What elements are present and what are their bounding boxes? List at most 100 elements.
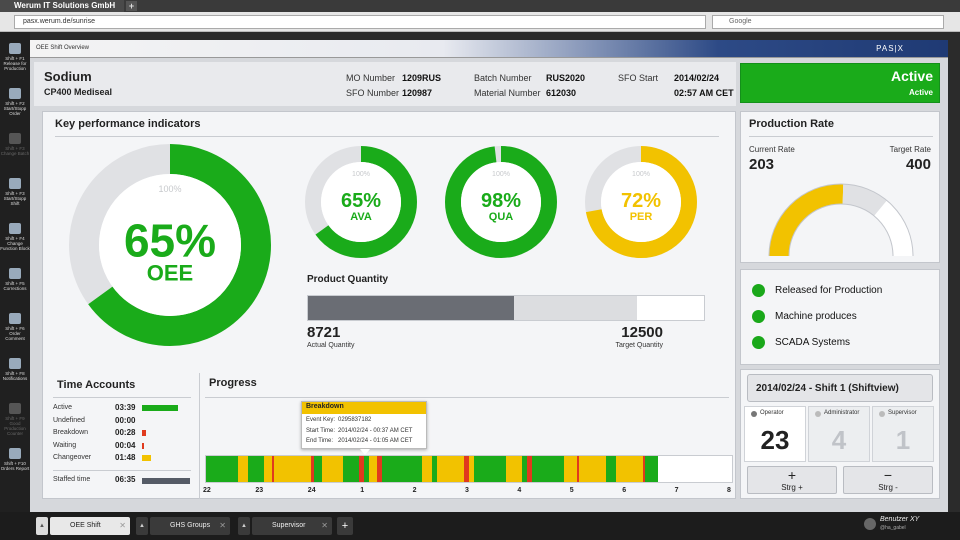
browser-titlebar: Werum IT Solutions GmbH + (0, 0, 960, 12)
timeline-segment[interactable] (342, 456, 359, 482)
timeline-segment[interactable] (463, 456, 469, 482)
new-tab-button[interactable]: + (126, 1, 137, 11)
mo-value: 1209RUS (402, 73, 442, 83)
tab-expand-icon[interactable]: ▲ (238, 517, 250, 535)
toolbar-item[interactable]: Shift + F2 Start/Stopp Order (0, 85, 30, 129)
batch-label: Batch Number (474, 73, 532, 83)
timeline-segment[interactable] (421, 456, 433, 482)
tooltip-start-label: Start Time: (306, 428, 336, 434)
quantity-bar (307, 295, 705, 321)
timeline-segment[interactable] (311, 456, 314, 482)
timeline-segment[interactable] (505, 456, 522, 482)
timeline-segment[interactable] (313, 456, 322, 482)
role-supervisor[interactable]: Supervisor 1 (872, 406, 934, 462)
timeline-segment[interactable] (469, 456, 475, 482)
toolbar-item[interactable]: Shift + F9 Good Production Counter (0, 400, 30, 444)
url-input[interactable]: pasx.werum.de/sunrise (14, 15, 706, 29)
timeline-segment[interactable] (616, 456, 643, 482)
bottom-tab-supervisor[interactable]: ▲ Supervisor ✕ (238, 517, 332, 535)
timeline-segment[interactable] (576, 456, 580, 482)
timeline-segment[interactable] (521, 456, 527, 482)
staffed-time-bar (142, 478, 190, 484)
timeline-segment[interactable] (274, 456, 312, 482)
current-rate-label: Current Rate (749, 145, 795, 154)
timeline-segment[interactable] (437, 456, 464, 482)
add-tab-button[interactable]: + (337, 517, 353, 535)
timeline-segment[interactable] (474, 456, 506, 482)
user-avatar[interactable] (864, 518, 876, 530)
kpi-divider (55, 136, 719, 137)
timeline-segment[interactable] (645, 456, 659, 482)
timeline-segment[interactable] (532, 456, 564, 482)
timeline-segment[interactable] (563, 456, 577, 482)
bottom-tab-oee-shift[interactable]: ▲ OEE Shift ✕ (36, 517, 130, 535)
tab-expand-icon[interactable]: ▲ (36, 517, 48, 535)
browser-tab[interactable]: Werum IT Solutions GmbH (0, 0, 124, 12)
timeline-segment[interactable] (263, 456, 272, 482)
timeline-segment[interactable] (248, 456, 264, 482)
toolbar-item[interactable]: Shift + F4 Change Function Block (0, 220, 30, 264)
function-toolbar: Shift + F1 Release for Production Shift +… (0, 32, 30, 512)
close-icon[interactable]: ✕ (321, 521, 328, 530)
toolbar-item[interactable]: Shift + F1 Release for Production (0, 40, 30, 84)
time-account-bar (142, 455, 151, 461)
toolbar-item[interactable]: Shift + F3 Start/Stopp Shift (0, 175, 30, 219)
timeline-segment[interactable] (358, 456, 364, 482)
toolbar-item[interactable]: Shift + F5 Corrections (0, 265, 30, 309)
timeline-hour-label: 24 (307, 487, 316, 494)
remove-operator-button[interactable]: − Strg - (843, 466, 933, 494)
timeline-hour-label: 1 (360, 487, 365, 494)
shift-selector[interactable]: 2014/02/24 - Shift 1 (Shiftview) (747, 374, 933, 402)
toolbar-item[interactable]: Shift + F8 Notifications (0, 355, 30, 399)
rate-arc-current (769, 184, 844, 257)
timeline-segment[interactable] (363, 456, 370, 482)
timeline-segment[interactable] (271, 456, 275, 482)
add-operator-button[interactable]: + Strg + (747, 466, 837, 494)
app-window: OEE Shift Overview PAS|X Sodium CP400 Me… (30, 40, 948, 512)
timeline-segment[interactable] (237, 456, 249, 482)
toolbar-item[interactable]: Shift + F10 Orders Report (0, 445, 30, 489)
toolbar-item[interactable]: Shift + F6 Order Comment (0, 310, 30, 354)
tab-expand-icon[interactable]: ▲ (136, 517, 148, 535)
timeline-segment[interactable] (376, 456, 383, 482)
bottom-tab-ghs-groups[interactable]: ▲ GHS Groups ✕ (136, 517, 230, 535)
actual-quantity-value: 8721 (307, 324, 341, 341)
timeline-segment[interactable] (579, 456, 606, 482)
timeline-segment[interactable] (526, 456, 533, 482)
tooltip-event-key-label: Event Key: (306, 417, 336, 423)
toolbar-item-label: Shift + F10 Orders Report (0, 461, 30, 471)
search-input[interactable]: Google (712, 15, 944, 29)
shift-title: 2014/02/24 - Shift 1 (Shiftview) (756, 383, 899, 394)
toolbar-item[interactable]: Shift + F3 Change Batch (0, 130, 30, 174)
tooltip-end: 2014/02/24 - 01:05 AM CET (338, 438, 413, 444)
qua-value: 98% (481, 190, 521, 212)
time-account-bar (142, 405, 178, 411)
close-icon[interactable]: ✕ (119, 521, 126, 530)
material-value: 612030 (546, 88, 577, 98)
target-rate-label: Target Rate (889, 145, 931, 154)
progress-timeline[interactable] (205, 455, 733, 483)
close-icon[interactable]: ✕ (219, 521, 226, 530)
timeline-segment[interactable] (321, 456, 343, 482)
timeline-segment[interactable] (432, 456, 438, 482)
toolbar-item-label: Shift + F6 Order Comment (5, 326, 25, 341)
order-header: Sodium CP400 Mediseal MO Number 1209RUS … (34, 62, 736, 106)
user-name[interactable]: Benutzer XY (880, 516, 920, 523)
role-administrator[interactable]: Administrator 4 (808, 406, 870, 462)
time-account-value: 00:04 (115, 440, 136, 450)
kpi-panel: Key performance indicators 100% 65% OEE 10… (42, 111, 736, 375)
timeline-segment[interactable] (382, 456, 422, 482)
role-operator[interactable]: Operator 23 (744, 406, 806, 462)
oee-center (99, 174, 241, 316)
timeline-segment[interactable] (605, 456, 617, 482)
comment-icon (9, 313, 21, 324)
ava-gauge: 100% 65%AVA (305, 146, 417, 258)
timeline-segment[interactable] (206, 456, 238, 482)
sfo-start-time: 02:57 AM CET (674, 88, 734, 98)
ava-value: 65% (341, 190, 381, 212)
bottom-taskbar: ▲ OEE Shift ✕ ▲ GHS Groups ✕ ▲ Supervisor ✕ + Be… (0, 512, 960, 540)
breakdown-tooltip: Breakdown Event Key: 0295837182 Start Ti… (301, 401, 427, 455)
timeline-segment[interactable] (642, 456, 646, 482)
timeline-segment[interactable] (369, 456, 377, 482)
mo-label: MO Number (346, 73, 396, 83)
